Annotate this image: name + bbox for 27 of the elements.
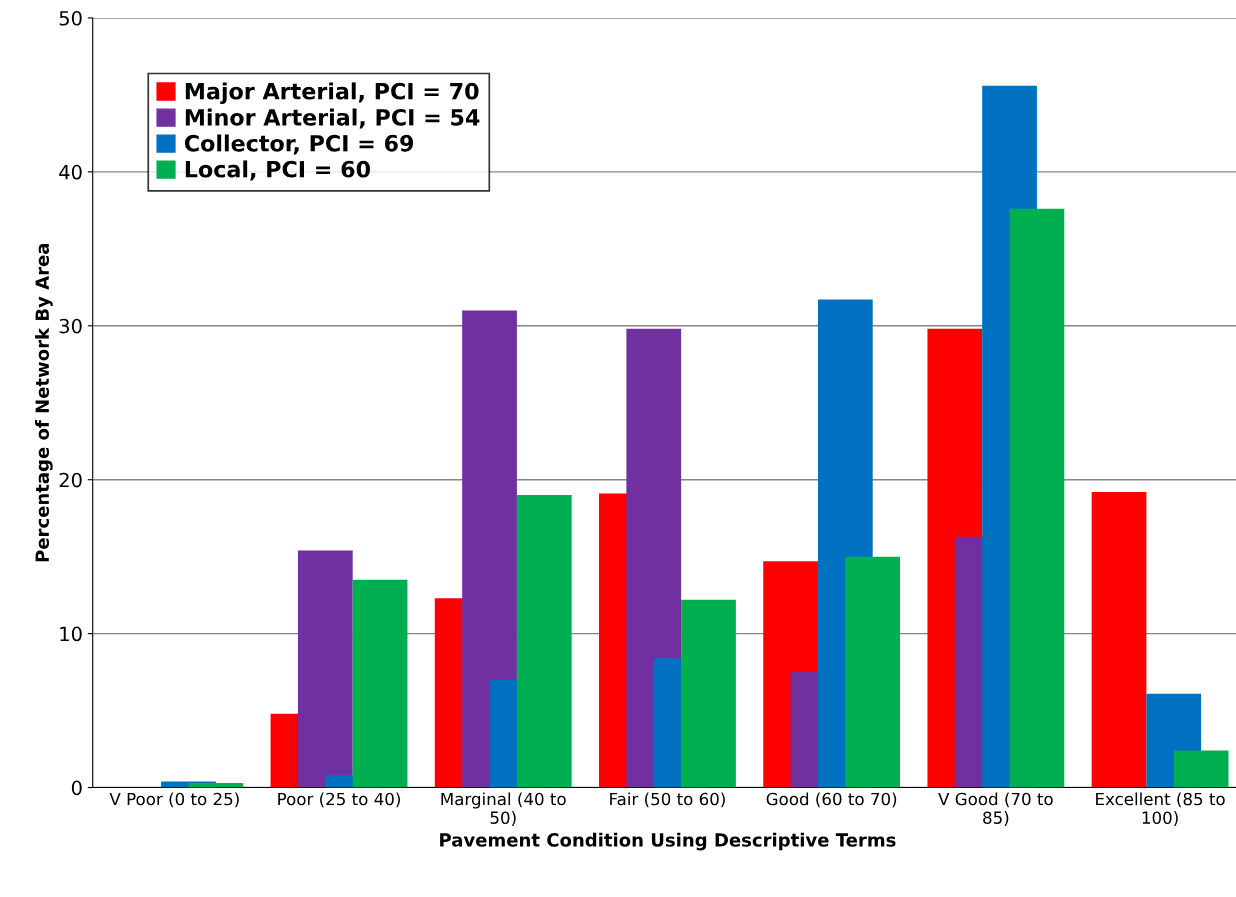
bar: [352, 579, 408, 788]
bar: [297, 550, 353, 788]
x-tick-label: Poor (25 to 40): [278, 792, 400, 808]
bar: [845, 556, 901, 788]
legend-label: Minor Arterial, PCI = 54: [185, 108, 480, 129]
y-tick-label: 30: [59, 318, 82, 334]
bar: [516, 495, 572, 788]
y-tick-label: 20: [59, 472, 82, 488]
y-tick-label: 10: [60, 626, 82, 642]
x-tick-label: Fair (50 to 60): [610, 792, 725, 808]
bar: [1091, 492, 1147, 788]
x-tick-label: Good (60 to 70): [766, 792, 897, 808]
legend-label: Major Arterial, PCI = 70: [185, 82, 479, 105]
x-tick-label: Marginal (40 to 50): [441, 792, 566, 826]
x-axis-title: Pavement Condition Using Descriptive Terms: [440, 832, 896, 851]
legend-label: Collector, PCI = 69: [184, 134, 414, 155]
x-tick-label: V Good (70 to 85): [938, 792, 1053, 826]
x-tick-label: Excellent (85 to 100): [1096, 792, 1225, 826]
legend-label: Local, PCI = 60: [185, 160, 371, 181]
y-tick-label: 0: [71, 780, 82, 796]
y-tick-label: 50: [59, 10, 82, 26]
bar: [1009, 208, 1065, 788]
bar: [681, 599, 736, 788]
y-tick-label: 40: [59, 164, 82, 180]
x-tick-label: V Poor (0 to 25): [109, 792, 239, 808]
bar: [1173, 750, 1229, 788]
y-axis-title: Percentage of Network By Area: [35, 243, 53, 562]
